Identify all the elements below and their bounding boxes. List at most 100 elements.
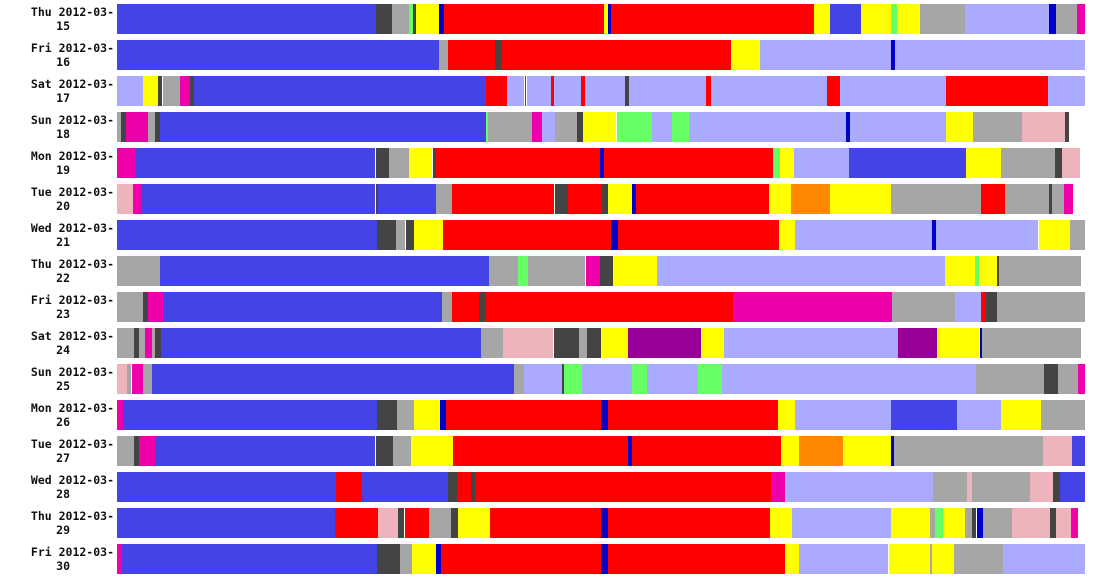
- timeline-segment: [439, 4, 445, 34]
- row-label-date: Wed 2012-03-: [30, 221, 114, 235]
- timeline-segment: [154, 328, 161, 358]
- timeline-segment: [117, 292, 144, 322]
- timeline-segment: [996, 292, 1085, 322]
- row-label-day: 18: [56, 127, 70, 141]
- timeline-segment: [139, 328, 146, 358]
- timeline-segment: [484, 292, 733, 322]
- timeline-segment: [436, 184, 452, 214]
- row-label-day: 23: [56, 307, 70, 321]
- timeline-segment: [475, 472, 772, 502]
- row-label-day: 15: [56, 19, 70, 33]
- timeline-segment: [1038, 220, 1070, 250]
- timeline-segment: [162, 76, 180, 106]
- timeline-segment: [891, 436, 895, 466]
- row-label-day: 17: [56, 91, 70, 105]
- timeline-segment: [334, 508, 379, 538]
- timeline-segment: [933, 472, 967, 502]
- timeline-segment: [936, 328, 980, 358]
- timeline-segment: [632, 436, 782, 466]
- timeline-segment: [932, 220, 936, 250]
- timeline-segment: [711, 76, 827, 106]
- timeline-segment: [524, 76, 527, 106]
- row-label: Mon 2012-03- 19: [0, 149, 114, 177]
- row-label-date: Fri 2012-03-: [30, 41, 114, 55]
- timeline-segment: [891, 184, 982, 214]
- row-label: Sat 2012-03- 24: [0, 329, 114, 357]
- timeline-segment: [151, 364, 514, 394]
- timeline-segment: [562, 364, 565, 394]
- timeline-segment: [781, 436, 800, 466]
- row-label-day: 28: [56, 487, 70, 501]
- timeline-segment: [1064, 112, 1070, 142]
- timeline-segment: [635, 184, 770, 214]
- timeline-segment: [610, 4, 814, 34]
- timeline-segment: [414, 400, 441, 430]
- timeline-segment: [888, 544, 931, 574]
- timeline-segment: [396, 400, 415, 430]
- timeline-segment: [542, 112, 555, 142]
- timeline-segment: [1059, 472, 1085, 502]
- timeline-segment: [628, 328, 701, 358]
- timeline-segment: [456, 472, 472, 502]
- timeline-segment: [471, 472, 476, 502]
- timeline-segment: [979, 256, 997, 286]
- timeline-segment: [117, 328, 135, 358]
- timeline-segment: [981, 292, 987, 322]
- timeline-segment: [612, 256, 658, 286]
- timeline-segment: [528, 256, 586, 286]
- timeline-segment: [117, 112, 121, 142]
- timeline-segment: [848, 148, 966, 178]
- timeline-segment: [830, 184, 892, 214]
- timeline-segment: [513, 364, 524, 394]
- timeline-segment: [553, 328, 579, 358]
- timeline-segment: [1072, 436, 1085, 466]
- timeline-segment: [944, 256, 975, 286]
- timeline-segment: [972, 112, 1023, 142]
- timeline-segment: [1022, 112, 1065, 142]
- timeline-segment: [488, 256, 518, 286]
- timeline-segment: [730, 40, 760, 70]
- timeline-segment: [485, 76, 508, 106]
- timeline-segment: [443, 220, 611, 250]
- row-label-date: Sun 2012-03-: [30, 113, 114, 127]
- timeline-segment: [194, 76, 486, 106]
- timeline-segment: [414, 220, 444, 250]
- timeline-segment: [705, 76, 712, 106]
- row-label-date: Wed 2012-03-: [30, 473, 114, 487]
- timeline-segment: [976, 508, 984, 538]
- timeline-segment: [1056, 4, 1078, 34]
- timeline-segment: [189, 76, 195, 106]
- row-label-date: Fri 2012-03-: [30, 545, 114, 559]
- timeline-segment: [554, 184, 569, 214]
- timeline-segment: [894, 436, 1044, 466]
- timeline-segment: [799, 436, 843, 466]
- timeline-segment: [790, 184, 831, 214]
- timeline-segment: [179, 76, 190, 106]
- timeline-segment: [576, 112, 583, 142]
- timeline-segment: [1061, 148, 1081, 178]
- timeline-segment: [159, 112, 486, 142]
- timeline-segment: [930, 544, 932, 574]
- timeline-segment: [432, 148, 437, 178]
- timeline-segment: [843, 436, 892, 466]
- timeline-segment: [840, 76, 946, 106]
- timeline-segment: [920, 4, 965, 34]
- timeline-segment: [966, 472, 972, 502]
- timeline-segment: [395, 220, 406, 250]
- timeline-segment: [1050, 508, 1056, 538]
- timeline-segment: [897, 4, 921, 34]
- timeline-segment: [487, 112, 533, 142]
- timeline-segment: [601, 508, 608, 538]
- timeline-segment: [117, 220, 378, 250]
- timeline-segment: [652, 112, 672, 142]
- row-label: Mon 2012-03- 26: [0, 401, 114, 429]
- timeline-segment: [553, 76, 581, 106]
- row-label: Thu 2012-03- 29: [0, 509, 114, 537]
- timeline-segment: [971, 508, 977, 538]
- timeline-segment: [826, 76, 841, 106]
- timeline-segment: [891, 40, 896, 70]
- timeline-segment: [784, 472, 933, 502]
- timeline-segment: [1057, 364, 1079, 394]
- timeline-segment: [441, 544, 601, 574]
- timeline-segment: [784, 544, 800, 574]
